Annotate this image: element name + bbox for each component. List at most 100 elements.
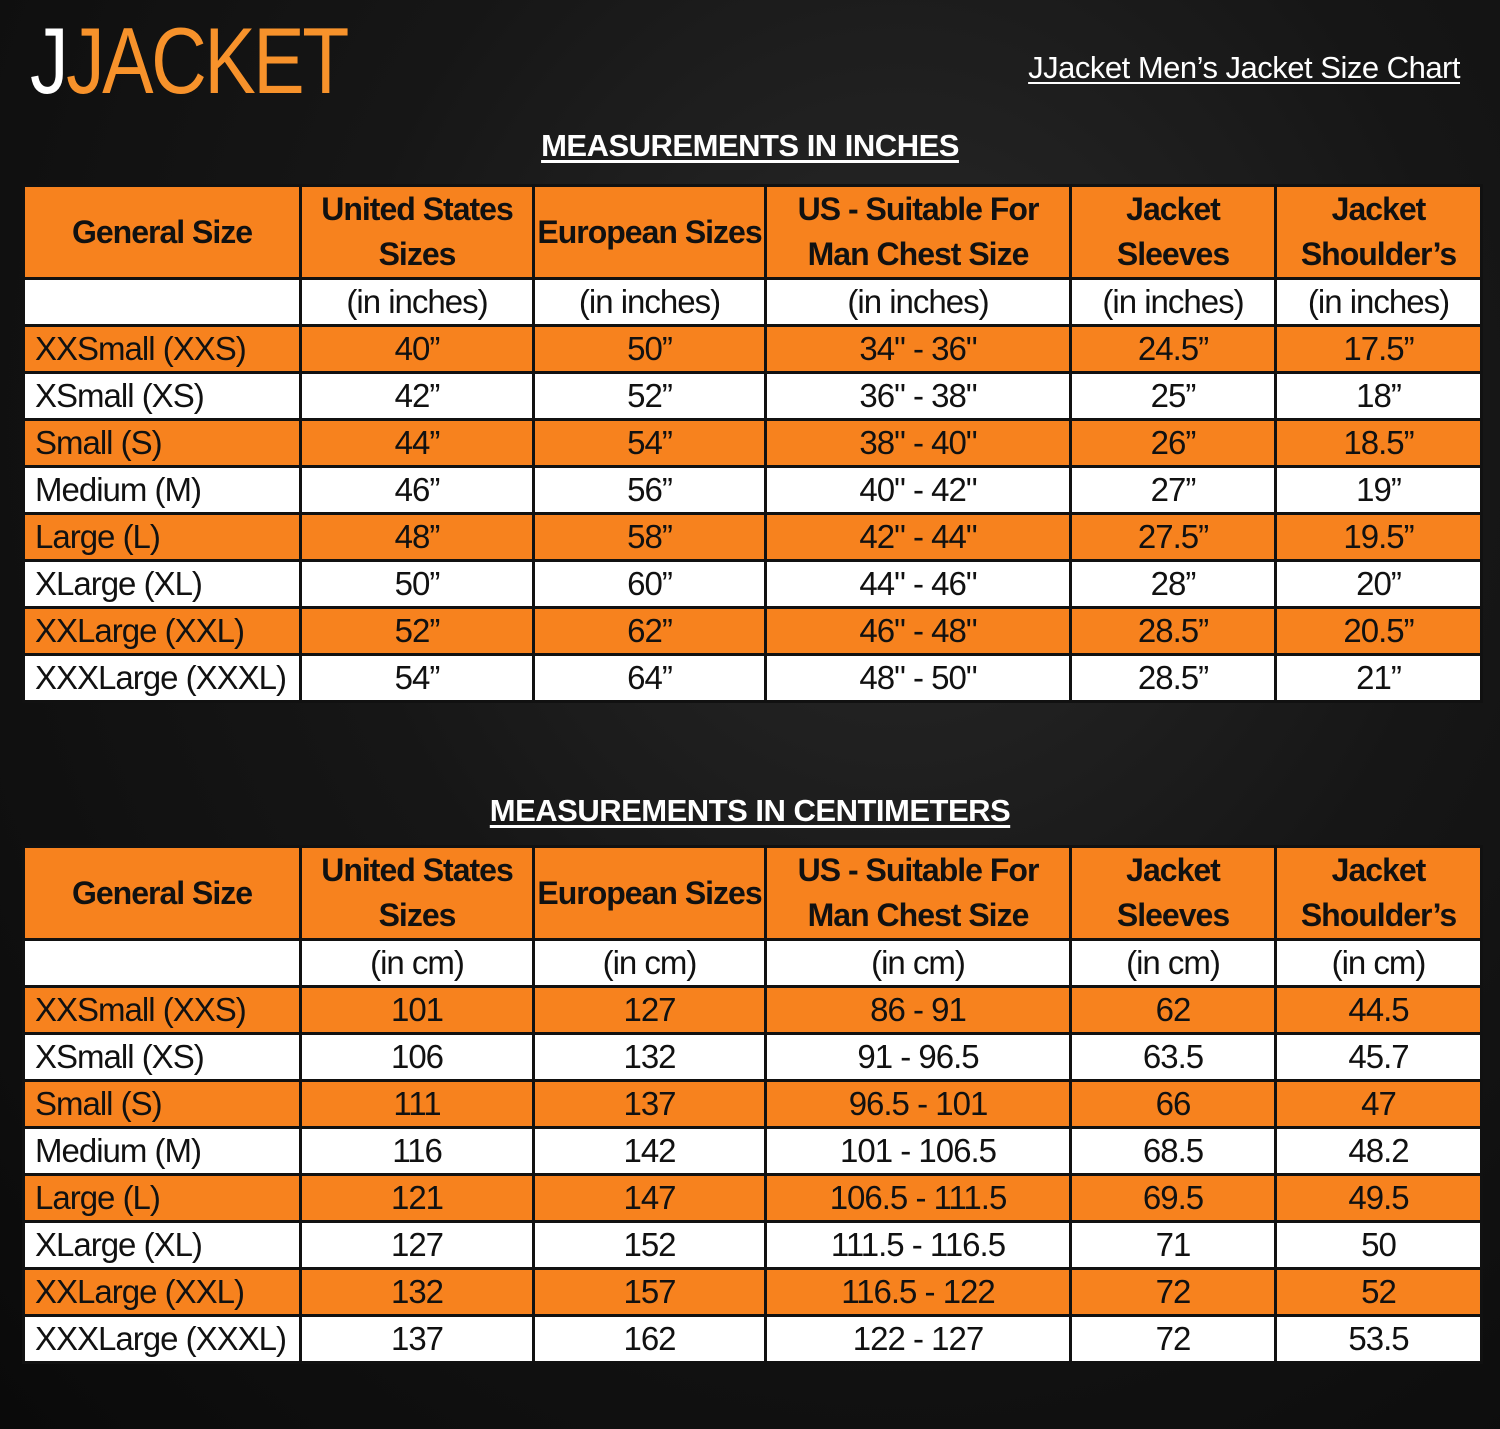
column-header: Jacket Shoulder’s (1274, 184, 1483, 280)
measurement-cell: 116 (299, 1126, 535, 1176)
measurement-cell: 54” (299, 653, 535, 703)
table-row: Medium (M) 46” 56” 40" - 42" 27” 19” (22, 465, 1483, 515)
measurement-cell: 162 (532, 1314, 767, 1364)
logo-j: J (30, 8, 69, 113)
unit-cell: (in inches) (532, 277, 767, 327)
measurement-cell: 66 (1069, 1079, 1277, 1129)
measurement-cell: 19.5” (1274, 512, 1483, 562)
measurement-cell: 36" - 38" (764, 371, 1072, 421)
measurement-cell: 72 (1069, 1267, 1277, 1317)
measurement-cell: 71 (1069, 1220, 1277, 1270)
measurement-cell: 47 (1274, 1079, 1483, 1129)
measurement-cell: 48” (299, 512, 535, 562)
header-row: General Size United States Sizes European … (22, 845, 1483, 941)
column-header: US - Suitable For Man Chest Size (764, 184, 1072, 280)
measurement-cell: 27.5” (1069, 512, 1277, 562)
unit-cell (22, 277, 302, 327)
measurement-cell: 40” (299, 324, 535, 374)
measurement-cell: 50 (1274, 1220, 1483, 1270)
units-row: (in cm) (in cm) (in cm) (in cm) (in cm) (22, 938, 1483, 988)
inches-section-title: MEASUREMENTS IN INCHES (541, 128, 959, 163)
measurement-cell: 26” (1069, 418, 1277, 468)
document-title: JJacket Men’s Jacket Size Chart (1028, 50, 1460, 85)
measurement-cell: 25” (1069, 371, 1277, 421)
measurement-cell: 116.5 - 122 (764, 1267, 1072, 1317)
column-header: European Sizes (532, 845, 767, 941)
table-row: XXSmall (XXS) 101 127 86 - 91 62 44.5 (22, 985, 1483, 1035)
measurement-cell: 28” (1069, 559, 1277, 609)
general-size-cell: Medium (M) (22, 1126, 302, 1176)
measurement-cell: 72 (1069, 1314, 1277, 1364)
measurement-cell: 34" - 36" (764, 324, 1072, 374)
table-row: XXXLarge (XXXL) 137 162 122 - 127 72 53.5 (22, 1314, 1483, 1364)
measurement-cell: 157 (532, 1267, 767, 1317)
unit-cell: (in inches) (1274, 277, 1483, 327)
column-header: General Size (22, 845, 302, 941)
measurement-cell: 27” (1069, 465, 1277, 515)
measurement-cell: 122 - 127 (764, 1314, 1072, 1364)
measurement-cell: 152 (532, 1220, 767, 1270)
measurement-cell: 28.5” (1069, 606, 1277, 656)
general-size-cell: XXLarge (XXL) (22, 1267, 302, 1317)
measurement-cell: 127 (532, 985, 767, 1035)
general-size-cell: XLarge (XL) (22, 559, 302, 609)
table-row: Large (L) 48” 58” 42" - 44" 27.5” 19.5” (22, 512, 1483, 562)
measurement-cell: 106.5 - 111.5 (764, 1173, 1072, 1223)
measurement-cell: 44" - 46" (764, 559, 1072, 609)
general-size-cell: Small (S) (22, 1079, 302, 1129)
measurement-cell: 18.5” (1274, 418, 1483, 468)
centimeters-size-table: General Size United States Sizes European … (22, 845, 1483, 1364)
measurement-cell: 137 (532, 1079, 767, 1129)
measurement-cell: 50” (299, 559, 535, 609)
general-size-cell: XXXLarge (XXXL) (22, 1314, 302, 1364)
table-row: XSmall (XS) 42” 52” 36" - 38" 25” 18” (22, 371, 1483, 421)
column-header: Jacket Shoulder’s (1274, 845, 1483, 941)
unit-cell: (in cm) (532, 938, 767, 988)
measurement-cell: 132 (532, 1032, 767, 1082)
column-header: European Sizes (532, 184, 767, 280)
measurement-cell: 53.5 (1274, 1314, 1483, 1364)
measurement-cell: 50” (532, 324, 767, 374)
unit-cell: (in inches) (764, 277, 1072, 327)
measurement-cell: 132 (299, 1267, 535, 1317)
measurement-cell: 86 - 91 (764, 985, 1072, 1035)
column-header: United States Sizes (299, 184, 535, 280)
table-row: XXXLarge (XXXL) 54” 64” 48" - 50" 28.5” 21” (22, 653, 1483, 703)
measurement-cell: 48.2 (1274, 1126, 1483, 1176)
measurement-cell: 62 (1069, 985, 1277, 1035)
measurement-cell: 46” (299, 465, 535, 515)
table-row: XXLarge (XXL) 52” 62” 46" - 48" 28.5” 20.5” (22, 606, 1483, 656)
general-size-cell: XSmall (XS) (22, 1032, 302, 1082)
column-header: Jacket Sleeves (1069, 845, 1277, 941)
inches-size-table: General Size United States Sizes European … (22, 184, 1483, 703)
general-size-cell: XXSmall (XXS) (22, 324, 302, 374)
measurement-cell: 64” (532, 653, 767, 703)
unit-cell: (in inches) (1069, 277, 1277, 327)
measurement-cell: 60” (532, 559, 767, 609)
measurement-cell: 68.5 (1069, 1126, 1277, 1176)
general-size-cell: Medium (M) (22, 465, 302, 515)
measurement-cell: 147 (532, 1173, 767, 1223)
measurement-cell: 45.7 (1274, 1032, 1483, 1082)
column-header: US - Suitable For Man Chest Size (764, 845, 1072, 941)
unit-cell: (in cm) (299, 938, 535, 988)
measurement-cell: 142 (532, 1126, 767, 1176)
measurement-cell: 49.5 (1274, 1173, 1483, 1223)
general-size-cell: Large (L) (22, 1173, 302, 1223)
measurement-cell: 91 - 96.5 (764, 1032, 1072, 1082)
measurement-cell: 40" - 42" (764, 465, 1072, 515)
measurement-cell: 20.5” (1274, 606, 1483, 656)
column-header: United States Sizes (299, 845, 535, 941)
unit-cell: (in cm) (1274, 938, 1483, 988)
measurement-cell: 18” (1274, 371, 1483, 421)
measurement-cell: 62” (532, 606, 767, 656)
general-size-cell: Small (S) (22, 418, 302, 468)
unit-cell: (in inches) (299, 277, 535, 327)
column-header: General Size (22, 184, 302, 280)
measurement-cell: 121 (299, 1173, 535, 1223)
measurement-cell: 52 (1274, 1267, 1483, 1317)
header-row: General Size United States Sizes European … (22, 184, 1483, 280)
measurement-cell: 101 - 106.5 (764, 1126, 1072, 1176)
unit-cell: (in cm) (764, 938, 1072, 988)
measurement-cell: 58” (532, 512, 767, 562)
